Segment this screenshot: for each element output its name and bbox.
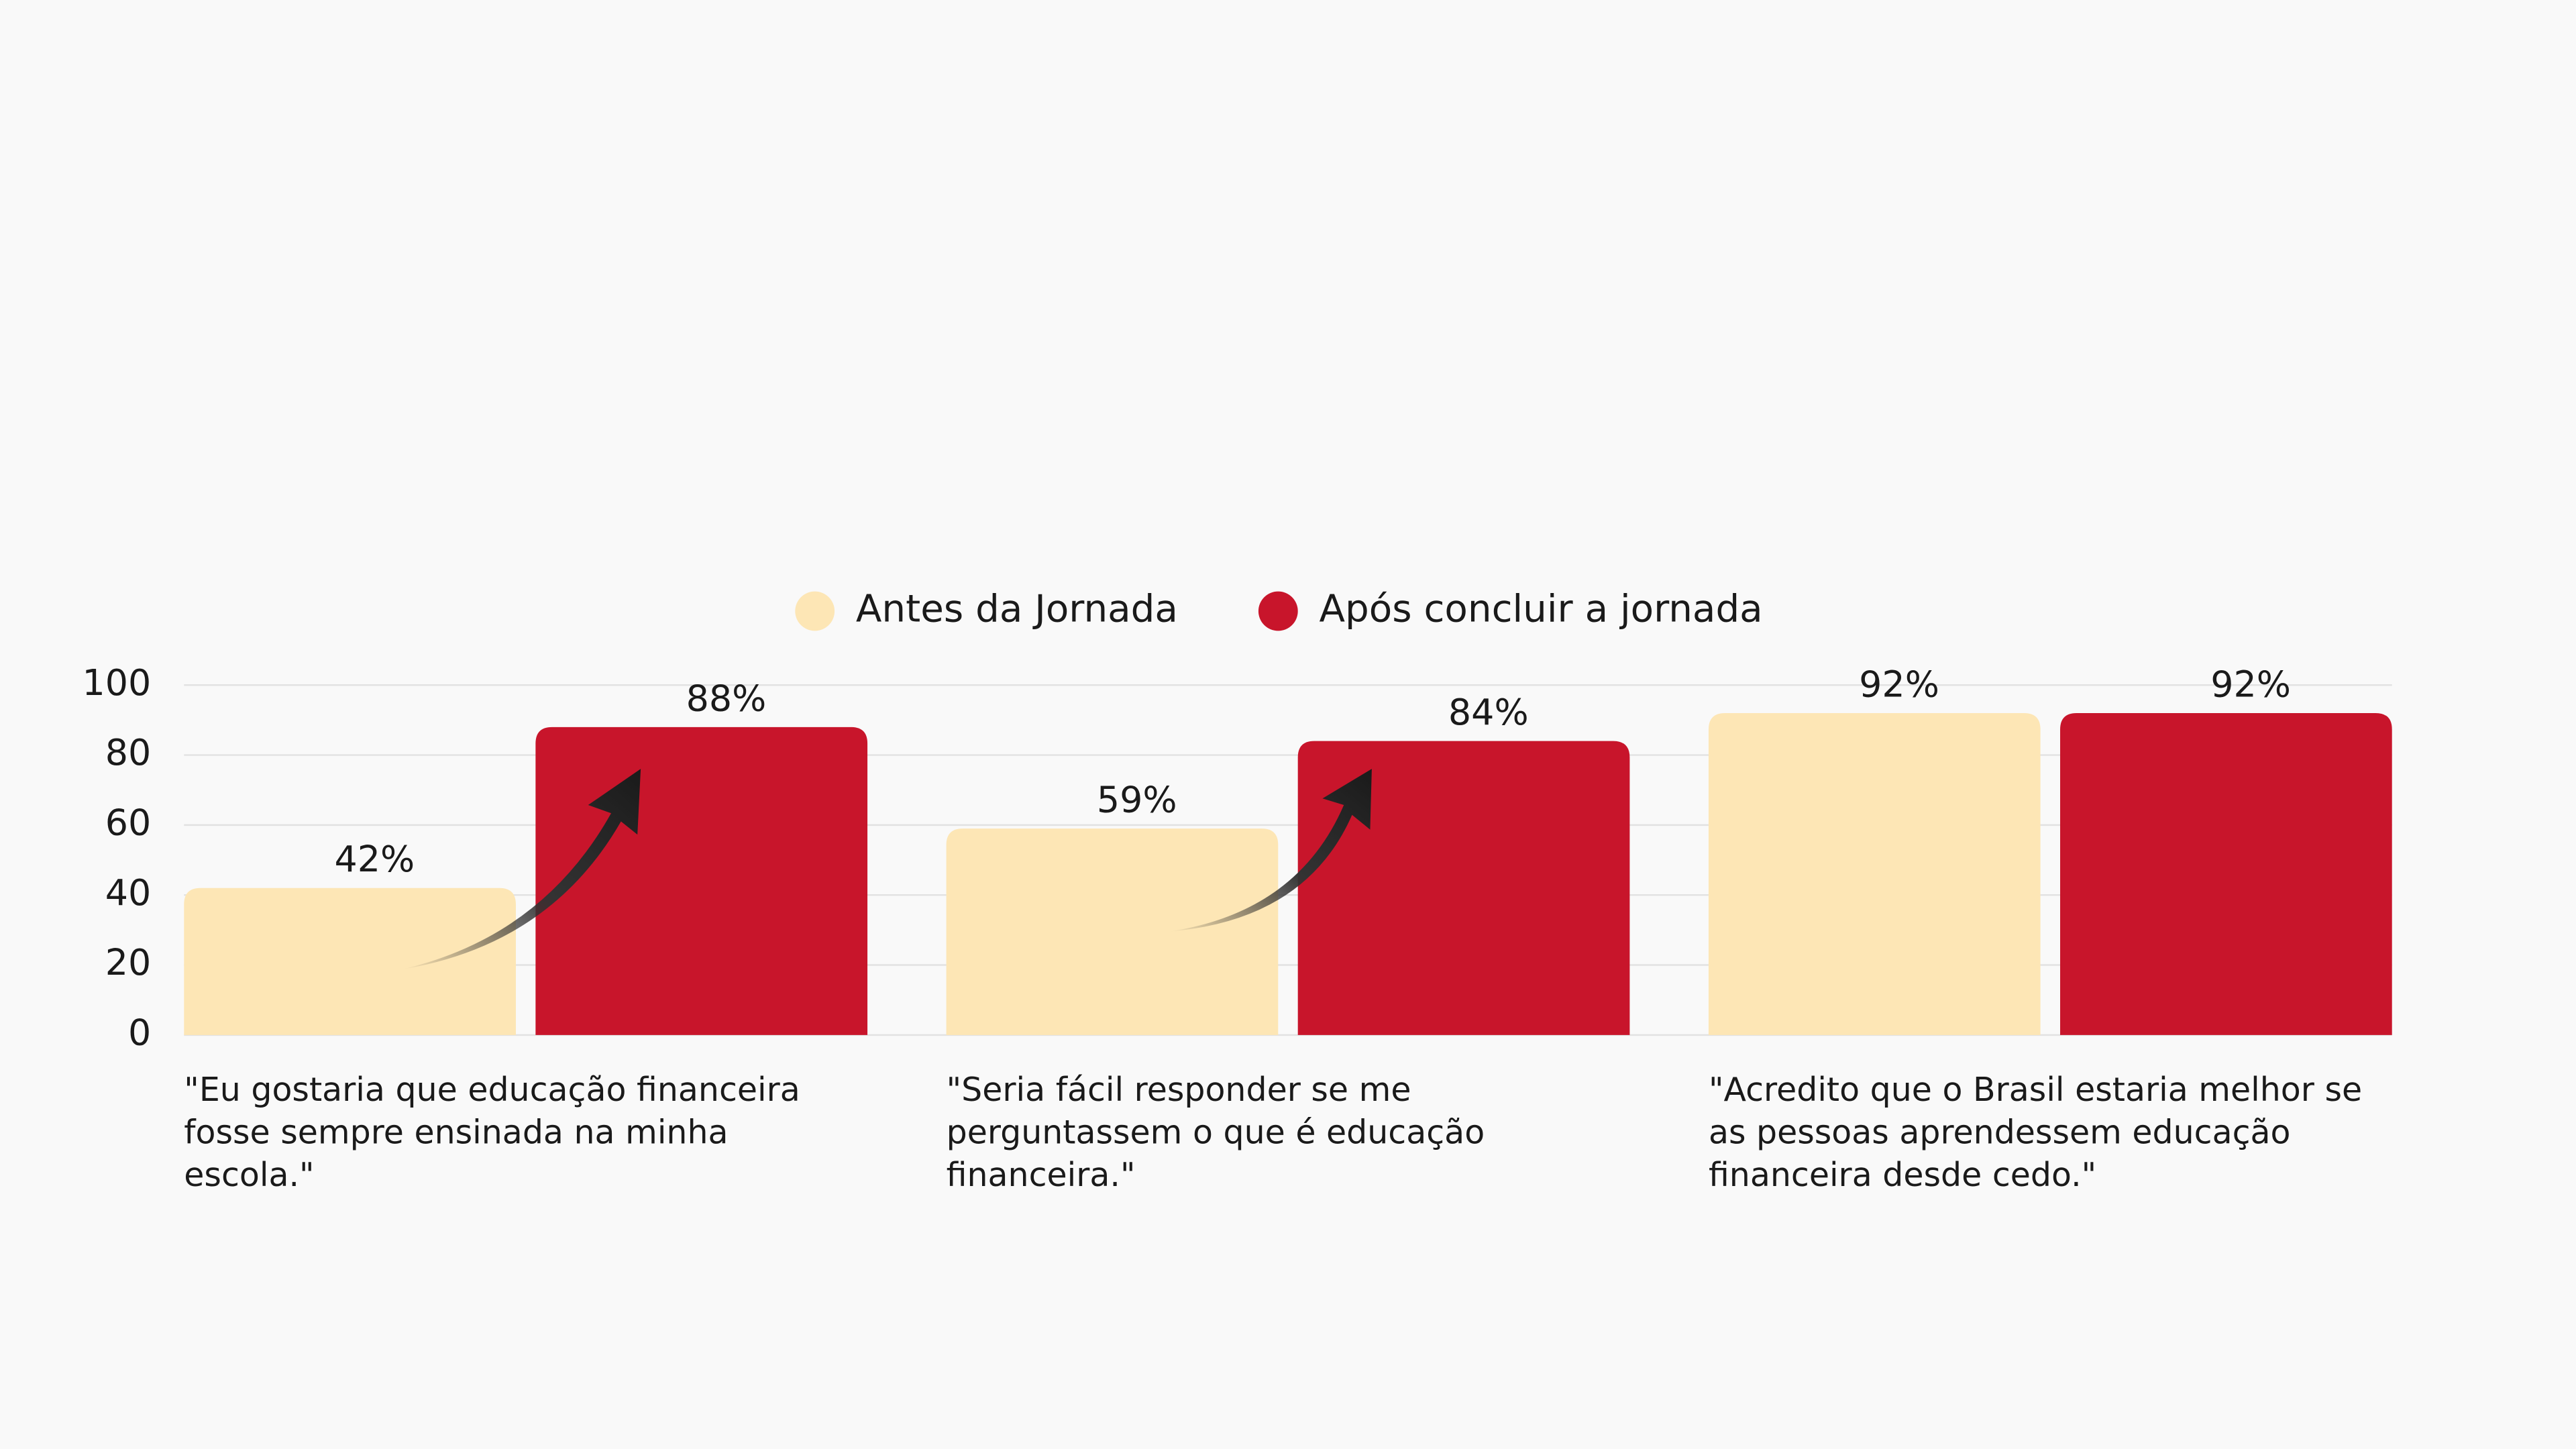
y-tick-label: 0: [128, 1011, 151, 1053]
x-tick-label-box: "Eu gostaria que educação financeira fos…: [184, 1069, 800, 1195]
arrows: [402, 769, 1372, 969]
bar: [1708, 712, 2041, 1035]
value-label: 88%: [686, 677, 767, 719]
legend-label: Após concluir a jornada: [1320, 588, 1763, 631]
x-tick-label-box: "Acredito que o Brasil estaria melhor se…: [1708, 1069, 2363, 1195]
x-tick-label: "Eu gostaria que educação financeira fos…: [184, 1069, 800, 1195]
legend-marker: [795, 591, 835, 631]
arrow: [1169, 769, 1372, 932]
legend-label: Antes da Jornada: [856, 588, 1178, 631]
x-tick-label: "Seria fácil responder se me perguntasse…: [946, 1069, 1485, 1195]
value-label: 92%: [2210, 663, 2291, 705]
bar: [2060, 712, 2392, 1035]
y-tick-label: 80: [105, 731, 152, 773]
bar: [184, 888, 516, 1035]
value-label: 59%: [1097, 779, 1177, 821]
value-label: 42%: [335, 838, 415, 880]
x-tick-label: "Acredito que o Brasil estaria melhor se…: [1708, 1069, 2363, 1195]
bar: [946, 828, 1279, 1035]
legend-marker: [1258, 591, 1298, 631]
y-tick-label: 60: [105, 802, 152, 844]
plot: 0 20 40 60 80 100 Antes da Jornada Após conclui…: [82, 588, 2392, 1195]
value-label: 84%: [1448, 691, 1529, 733]
y-tick-label: 20: [105, 941, 152, 983]
bar: [1297, 741, 1630, 1035]
y-tick-label: 40: [105, 871, 152, 914]
bar: [535, 727, 868, 1035]
arrow: [402, 769, 641, 969]
x-tick-label-box: "Seria fácil responder se me perguntasse…: [946, 1069, 1485, 1195]
value-label: 92%: [1859, 663, 1939, 705]
y-tick-label: 100: [82, 661, 151, 704]
